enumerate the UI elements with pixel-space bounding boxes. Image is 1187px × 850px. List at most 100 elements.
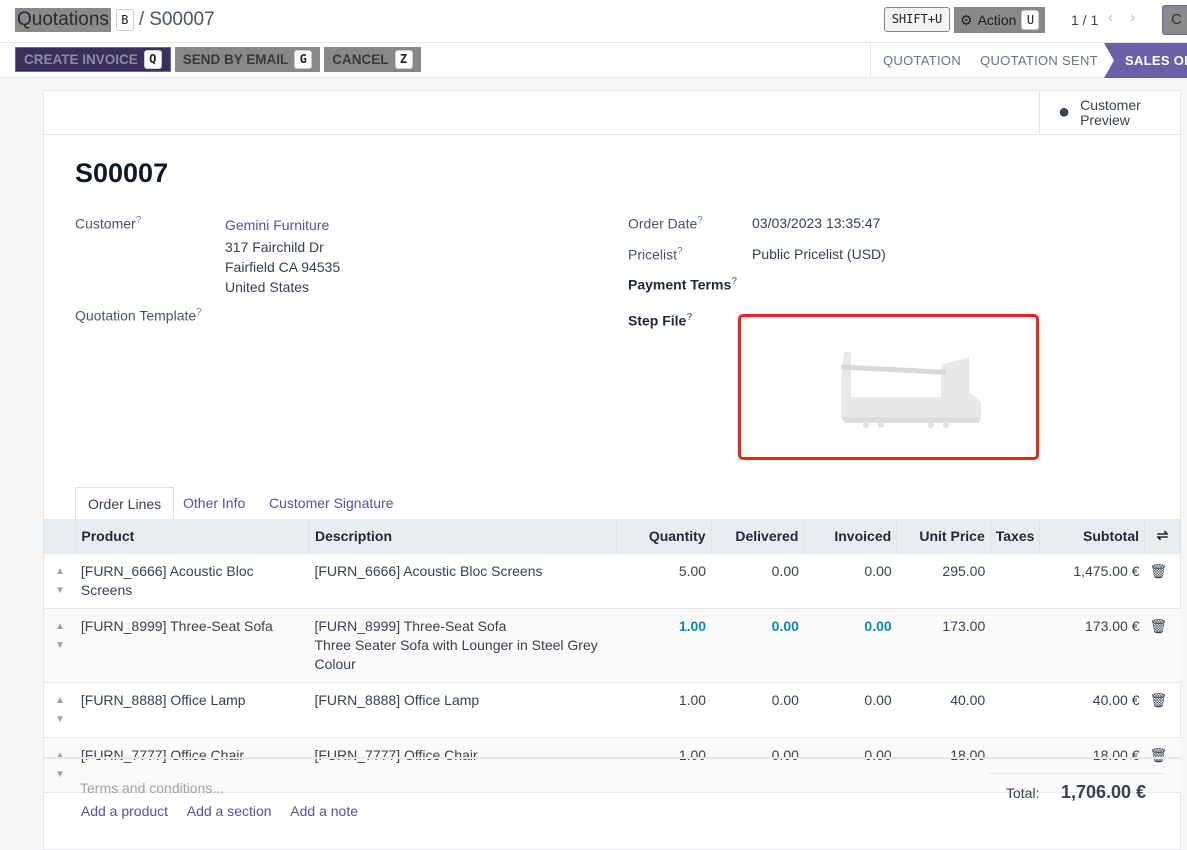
status-quotation[interactable]: QUOTATION (870, 43, 973, 78)
pager-next-icon[interactable]: › (1130, 9, 1136, 26)
shortcut-hint: SHIFT+U (884, 7, 950, 32)
total-value: 1,706.00 € (1061, 782, 1147, 802)
trash-icon[interactable]: 🗑 (1144, 607, 1181, 682)
quantity-cell[interactable]: 5.00 (616, 552, 712, 608)
description-cell[interactable]: [FURN_7777] Office Chair (309, 736, 617, 792)
divider (989, 773, 1165, 774)
description-cell[interactable]: [FURN_8888] Office Lamp (309, 681, 617, 737)
shortcut-hint: Z (394, 50, 413, 69)
order-date-label: Order Date? (628, 215, 703, 232)
add-section-link[interactable]: Add a section (186, 802, 272, 819)
taxes-cell[interactable] (990, 552, 1040, 608)
tab-other-info[interactable]: Other Info (183, 495, 246, 511)
shortcut-hint: Q (143, 50, 162, 69)
description-cell[interactable]: [FURN_8999] Three-Seat Sofa Three Seater … (309, 607, 617, 682)
subtotal-cell: 40.00 € (1039, 681, 1145, 737)
trash-icon[interactable]: 🗑 (1144, 736, 1181, 792)
delivered-cell: 0.00 (711, 681, 804, 737)
invoiced-cell: 0.00 (803, 736, 897, 792)
tab-order-lines[interactable]: Order Lines (75, 487, 175, 520)
column-settings-icon[interactable]: ⇌ (1144, 519, 1181, 553)
subtotal-cell: 18.00 € (1039, 736, 1145, 792)
total-label: Total: (1006, 785, 1040, 801)
delivered-cell: 0.00 (711, 607, 804, 682)
invoiced-cell: 0.00 (803, 552, 897, 608)
quotation-template-label: Quotation Template? (75, 307, 202, 324)
subtotal-cell: 1,475.00 € (1039, 552, 1145, 608)
breadcrumb-separator: / (138, 9, 145, 30)
quantity-cell[interactable]: 1.00 (616, 736, 712, 792)
cancel-button[interactable]: CANCEL Z (324, 47, 421, 72)
customer-link[interactable]: Gemini Furniture (225, 217, 330, 233)
taxes-cell[interactable] (990, 736, 1040, 792)
step-file-label: Step File? (628, 312, 693, 329)
globe-icon: ● (1058, 101, 1071, 123)
invoiced-cell: 0.00 (803, 607, 897, 682)
pricelist-field[interactable]: Public Pricelist (USD) (752, 246, 886, 262)
action-buttons: CREATE INVOICE Q SEND BY EMAIL G CANCEL Z (15, 47, 421, 72)
page-title: S00007 (75, 158, 169, 188)
customer-field[interactable]: Gemini Furniture 317 Fairchild Dr Fairfi… (225, 215, 340, 297)
column-header-subtotal[interactable]: Subtotal (1039, 519, 1146, 553)
drag-handle-icon[interactable]: ▲ ▼ (44, 681, 76, 737)
drag-handle-icon[interactable]: ▲ ▼ (44, 552, 76, 608)
shortcut-hint: B (115, 9, 134, 31)
3d-model-image (841, 352, 981, 428)
drag-handle-icon[interactable]: ▲ ▼ (44, 736, 76, 792)
step-file-preview[interactable] (738, 314, 1039, 460)
product-cell[interactable]: [FURN_8999] Three-Seat Sofa (75, 607, 310, 682)
tab-customer-signature[interactable]: Customer Signature (269, 495, 394, 511)
shortcut-hint: U (1021, 10, 1040, 30)
column-header-product[interactable]: Product (75, 519, 310, 553)
taxes-cell[interactable] (990, 607, 1040, 682)
status-sales-order[interactable]: SALES ORDER (1104, 43, 1187, 78)
drag-handle-icon[interactable]: ▲ ▼ (44, 607, 76, 682)
breadcrumb-parent[interactable]: Quotations (15, 8, 111, 32)
pricelist-label: Pricelist? (628, 246, 683, 263)
customer-preview-button[interactable]: ● Customer Preview (1039, 91, 1181, 134)
payment-terms-label: Payment Terms? (628, 276, 738, 293)
invoiced-cell: 0.00 (803, 681, 897, 737)
unit-price-cell[interactable]: 18.00 (896, 736, 991, 792)
column-header-description[interactable]: Description (309, 519, 617, 553)
unit-price-cell[interactable]: 295.00 (896, 552, 991, 608)
address-line: 317 Fairchild Dr (225, 239, 324, 255)
add-product-link[interactable]: Add a product (80, 802, 169, 819)
delivered-cell: 0.00 (711, 552, 804, 608)
divider (44, 757, 1181, 759)
quantity-cell[interactable]: 1.00 (616, 607, 712, 682)
product-cell[interactable]: [FURN_6666] Acoustic Bloc Screens (75, 552, 310, 608)
taxes-cell[interactable] (990, 681, 1040, 737)
breadcrumb-current: S00007 (149, 9, 215, 30)
terms-input[interactable]: Terms and conditions... (80, 780, 224, 796)
table-row[interactable]: ▲ ▼ [FURN_8888] Office Lamp [FURN_8888] O… (44, 681, 1181, 737)
table-row[interactable]: ▲ ▼ [FURN_6666] Acoustic Bloc Screens [FU… (44, 552, 1181, 608)
pager-value: 1 / 1 (1071, 12, 1099, 28)
pager-prev-icon[interactable]: ‹ (1108, 9, 1114, 26)
gear-icon: ⚙ (960, 11, 973, 28)
column-header-taxes[interactable]: Taxes (990, 519, 1041, 553)
column-header-invoiced[interactable]: Invoiced (803, 519, 898, 553)
table-row[interactable]: ▲ ▼ [FURN_8999] Three-Seat Sofa [FURN_899… (44, 607, 1181, 682)
unit-price-cell[interactable]: 40.00 (896, 681, 991, 737)
order-date-field[interactable]: 03/03/2023 13:35:47 (752, 215, 881, 231)
address-line: Fairfield CA 94535 (225, 259, 341, 275)
delivered-cell: 0.00 (711, 736, 804, 792)
create-button[interactable]: C (1162, 5, 1187, 35)
quantity-cell[interactable]: 1.00 (616, 681, 712, 737)
product-cell[interactable]: [FURN_8888] Office Lamp (75, 681, 310, 737)
trash-icon[interactable]: 🗑 (1144, 681, 1181, 737)
trash-icon[interactable]: 🗑 (1144, 552, 1181, 608)
description-cell[interactable]: [FURN_6666] Acoustic Bloc Screens (309, 552, 617, 608)
unit-price-cell[interactable]: 173.00 (896, 607, 991, 682)
action-button[interactable]: ⚙ Action U (954, 7, 1046, 33)
column-header-delivered[interactable]: Delivered (711, 519, 805, 553)
subtotal-cell: 173.00 € (1039, 607, 1145, 682)
shortcut-hint: G (294, 50, 313, 69)
add-note-link[interactable]: Add a note (290, 802, 358, 819)
create-invoice-button[interactable]: CREATE INVOICE Q (15, 47, 171, 72)
column-header-quantity[interactable]: Quantity (616, 519, 712, 553)
column-header-unit-price[interactable]: Unit Price (896, 519, 991, 553)
send-email-button[interactable]: SEND BY EMAIL G (174, 47, 321, 72)
status-quotation-sent[interactable]: QUOTATION SENT (980, 53, 1098, 68)
